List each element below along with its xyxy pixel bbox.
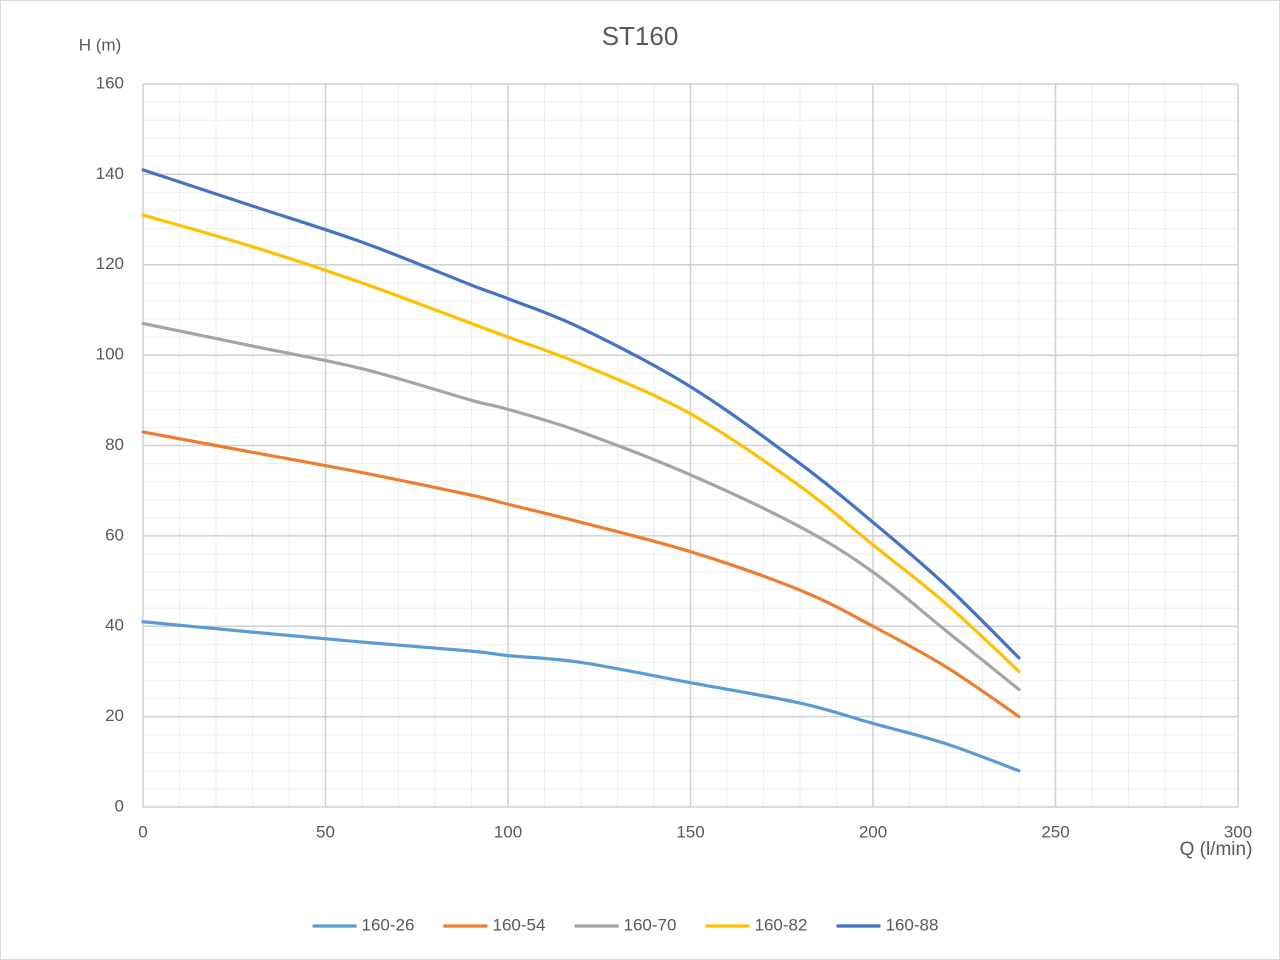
y-tick-label: 60 <box>105 525 124 544</box>
y-tick-label: 40 <box>105 616 124 635</box>
legend-label: 160-88 <box>886 915 939 934</box>
x-tick-label: 150 <box>676 822 704 841</box>
y-tick-label: 100 <box>96 345 124 364</box>
x-tick-label: 100 <box>494 822 522 841</box>
x-axis-label: Q (l/min) <box>1180 839 1253 860</box>
legend-label: 160-70 <box>624 915 677 934</box>
series-line <box>141 430 1021 719</box>
legend-label: 160-26 <box>362 915 415 934</box>
legend-label: 160-54 <box>493 915 546 934</box>
y-tick-label: 20 <box>105 706 124 725</box>
x-tick-label: 50 <box>316 822 335 841</box>
y-tick-label: 120 <box>96 254 124 273</box>
series-line <box>141 321 1021 692</box>
series-line <box>141 168 1021 660</box>
series-line <box>141 213 1021 674</box>
chart-title: ST160 <box>602 21 679 51</box>
y-axis-label: H (m) <box>79 35 121 54</box>
series-line <box>141 620 1021 773</box>
y-tick-label: 140 <box>96 164 124 183</box>
y-tick-label: 80 <box>105 435 124 454</box>
legend-label: 160-82 <box>755 915 808 934</box>
x-tick-label: 0 <box>138 822 147 841</box>
x-tick-label: 300 <box>1224 822 1252 841</box>
x-tick-label: 200 <box>859 822 887 841</box>
y-tick-label: 160 <box>96 73 124 92</box>
y-tick-label: 0 <box>115 796 124 815</box>
x-tick-label: 250 <box>1041 822 1069 841</box>
